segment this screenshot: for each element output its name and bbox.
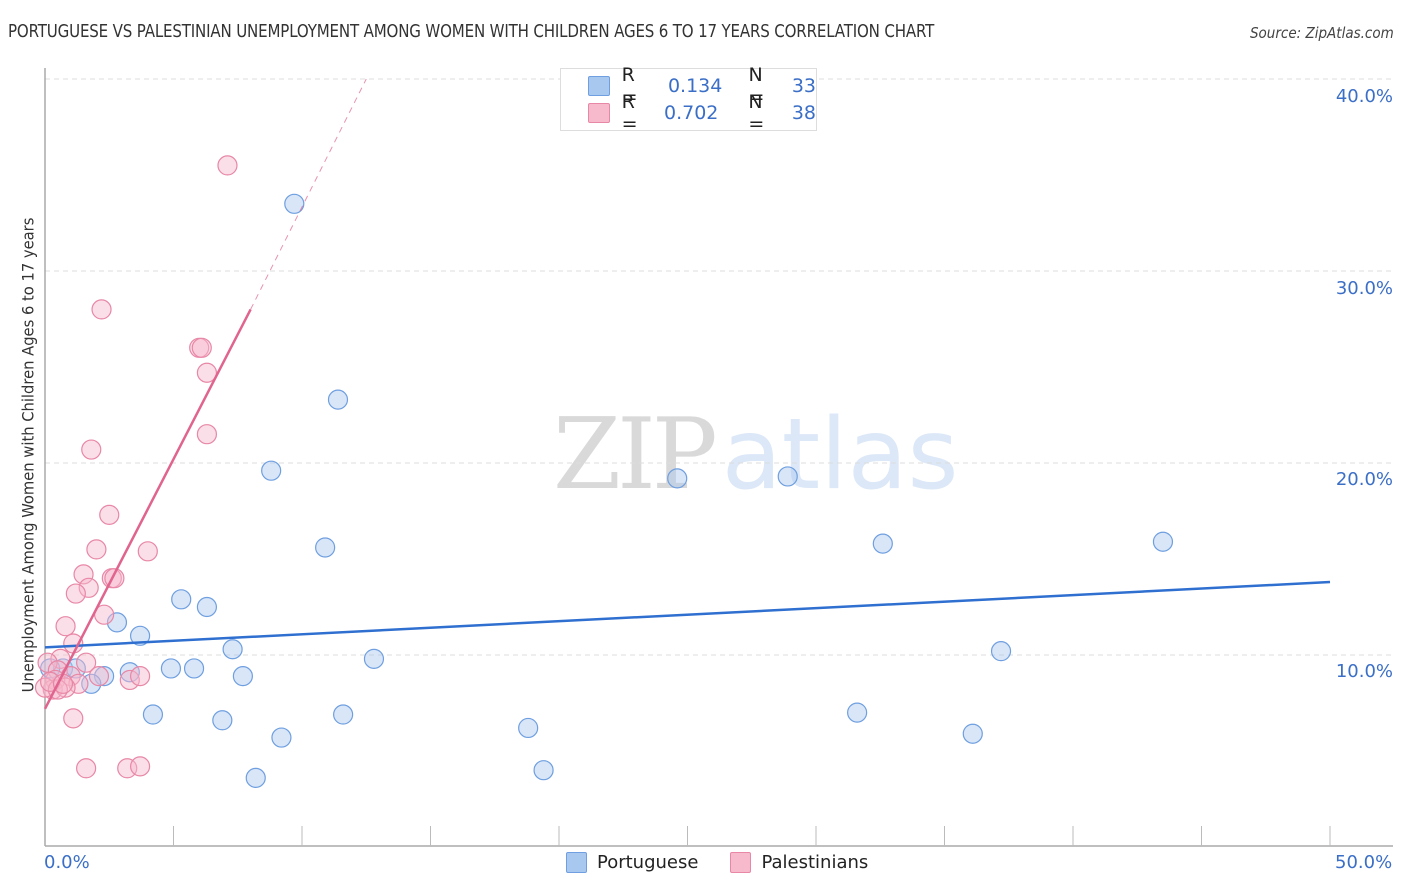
portuguese-point: [847, 702, 868, 723]
portuguese-point: [667, 468, 688, 489]
palestinians-swatch-icon: [730, 852, 752, 873]
legend-label-palestinians: Palestinians: [761, 852, 869, 873]
portuguese-point: [183, 658, 205, 679]
y-tick-30: 30.0%: [1335, 278, 1393, 299]
portuguese-point: [872, 533, 893, 554]
portuguese-point: [327, 389, 349, 410]
palestinian-point: [191, 337, 212, 358]
portuguese-point: [222, 639, 243, 660]
r-label: R =: [621, 64, 638, 108]
palestinian-point: [117, 758, 138, 779]
palestinian-point: [68, 673, 89, 694]
portuguese-point: [284, 193, 305, 214]
palestinian-point: [119, 669, 140, 691]
legend-item-palestinians[interactable]: Palestinians: [730, 852, 868, 873]
portuguese-swatch-icon: [566, 852, 587, 873]
r-value: 0.134: [667, 75, 723, 97]
portuguese-point: [271, 727, 292, 748]
n-label: N =: [748, 64, 765, 108]
portuguese-point: [212, 710, 233, 731]
palestinian-point: [73, 564, 94, 585]
palestinian-point: [65, 583, 86, 604]
y-tick-10: 10.0%: [1335, 661, 1393, 682]
palestinian-point: [129, 666, 151, 687]
palestinian-point: [76, 652, 97, 673]
portuguese-point: [142, 704, 164, 725]
palestinian-point: [55, 616, 76, 637]
palestinian-point: [196, 424, 218, 445]
palestinian-point: [52, 673, 74, 694]
portuguese-point: [315, 537, 336, 558]
portuguese-point: [1152, 531, 1174, 552]
legend-item-portuguese[interactable]: Portuguese: [566, 852, 698, 873]
palestinian-point: [137, 541, 158, 562]
palestinian-point: [78, 577, 99, 598]
y-tick-20: 20.0%: [1335, 469, 1393, 490]
x-tick-50: 50.0%: [1335, 852, 1393, 873]
palestinian-trendline: [43, 308, 252, 710]
r-label: R =: [621, 91, 638, 135]
portuguese-swatch-icon: [588, 76, 610, 96]
chart-title: PORTUGUESE VS PALESTINIAN UNEMPLOYMENT A…: [8, 22, 935, 42]
portuguese-point: [171, 589, 192, 610]
legend-row-portuguese: R = 0.134 N = 33: [588, 64, 817, 108]
portuguese-point: [232, 666, 253, 687]
portuguese-trendline: [44, 580, 1331, 649]
palestinian-point: [86, 539, 107, 560]
palestinian-point: [81, 439, 102, 460]
portuguese-point: [533, 760, 554, 781]
palestinian-point: [76, 758, 97, 779]
palestinian-point: [88, 666, 110, 687]
y-axis-label: Unemployment Among Women with Children A…: [18, 217, 38, 693]
portuguese-point: [363, 648, 385, 669]
palestinian-point: [99, 504, 120, 525]
portuguese-point: [962, 723, 983, 744]
portuguese-point: [777, 466, 798, 487]
watermark-atlas: atlas: [721, 398, 959, 512]
n-value: 38: [791, 102, 816, 124]
palestinians-swatch-icon: [588, 103, 610, 123]
zipatlas-watermark: ZIPatlas: [553, 405, 959, 504]
legend-row-palestinians: R = 0.702 N = 38: [588, 91, 816, 135]
portuguese-point: [261, 460, 282, 481]
portuguese-point: [119, 662, 140, 683]
palestinian-point: [91, 299, 112, 320]
n-value: 33: [791, 75, 817, 97]
portuguese-point: [518, 717, 539, 739]
r-value: 0.702: [664, 102, 719, 124]
watermark-zip: ZIP: [553, 398, 718, 512]
portuguese-point: [196, 596, 218, 618]
portuguese-point: [106, 612, 128, 633]
portuguese-point: [990, 641, 1012, 662]
palestinian-point: [196, 362, 218, 383]
n-label: N =: [748, 91, 765, 135]
palestinian-trendline-extension: [250, 78, 367, 310]
source-label: Source: ZipAtlas.com: [1250, 24, 1394, 42]
correlation-legend: R = 0.134 N = 33 R = 0.702 N = 38: [560, 64, 817, 135]
portuguese-point: [94, 666, 115, 687]
palestinian-point: [217, 155, 238, 176]
bottom-legend: Portuguese Palestinians: [566, 852, 900, 873]
legend-label-portuguese: Portuguese: [597, 852, 699, 873]
portuguese-point: [129, 625, 151, 646]
portuguese-point: [333, 704, 354, 725]
y-tick-40: 40.0%: [1335, 86, 1393, 107]
palestinian-point: [129, 756, 151, 777]
portuguese-point: [245, 767, 266, 788]
portuguese-point: [160, 658, 182, 679]
x-tick-0: 0.0%: [44, 852, 90, 873]
palestinian-point: [63, 708, 84, 729]
